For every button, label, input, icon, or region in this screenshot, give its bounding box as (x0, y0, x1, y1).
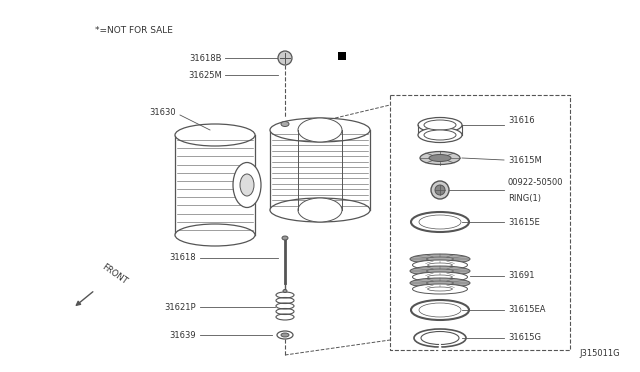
Ellipse shape (175, 124, 255, 146)
Ellipse shape (282, 236, 288, 240)
Ellipse shape (418, 128, 462, 142)
Ellipse shape (421, 331, 459, 344)
Ellipse shape (411, 300, 469, 320)
Circle shape (431, 181, 449, 199)
Text: 31615E: 31615E (508, 218, 540, 227)
Text: 31615M: 31615M (508, 155, 541, 164)
Ellipse shape (429, 154, 451, 161)
Text: 31618: 31618 (170, 253, 196, 263)
Ellipse shape (420, 151, 460, 164)
Text: 31615G: 31615G (508, 334, 541, 343)
Text: 31616: 31616 (508, 115, 534, 125)
Ellipse shape (426, 257, 454, 261)
Ellipse shape (426, 269, 454, 273)
Ellipse shape (428, 275, 452, 279)
Ellipse shape (283, 289, 287, 292)
Text: 31615EA: 31615EA (508, 305, 545, 314)
Text: J315011G: J315011G (579, 349, 620, 358)
Ellipse shape (298, 118, 342, 142)
Bar (338, 52, 346, 60)
Ellipse shape (424, 120, 456, 130)
Ellipse shape (277, 331, 293, 339)
Text: FRONT: FRONT (100, 262, 129, 286)
Circle shape (435, 185, 445, 195)
Ellipse shape (410, 266, 470, 276)
Ellipse shape (410, 278, 470, 288)
Text: RING(1): RING(1) (508, 194, 541, 203)
Ellipse shape (413, 260, 467, 270)
Ellipse shape (419, 215, 461, 229)
Ellipse shape (298, 198, 342, 222)
Text: 31618B: 31618B (189, 54, 222, 62)
Ellipse shape (428, 263, 452, 267)
Ellipse shape (270, 198, 370, 222)
Ellipse shape (410, 254, 470, 264)
Text: 31630: 31630 (149, 108, 176, 116)
Ellipse shape (426, 281, 454, 285)
Ellipse shape (428, 287, 452, 291)
Ellipse shape (424, 130, 456, 140)
Ellipse shape (411, 212, 469, 232)
Text: 31691: 31691 (508, 272, 534, 280)
Text: 31625M: 31625M (188, 71, 222, 80)
Text: 31639: 31639 (170, 330, 196, 340)
Ellipse shape (281, 122, 289, 126)
Circle shape (278, 51, 292, 65)
Ellipse shape (419, 303, 461, 317)
Wedge shape (436, 338, 444, 365)
Ellipse shape (413, 272, 467, 282)
Ellipse shape (418, 118, 462, 132)
Text: *=NOT FOR SALE: *=NOT FOR SALE (95, 26, 173, 35)
Ellipse shape (414, 329, 466, 347)
Text: 00922-50500: 00922-50500 (508, 178, 563, 187)
Ellipse shape (240, 174, 254, 196)
Ellipse shape (175, 224, 255, 246)
Ellipse shape (270, 118, 370, 142)
Ellipse shape (233, 163, 261, 208)
Ellipse shape (413, 284, 467, 294)
Ellipse shape (281, 333, 289, 337)
Text: 31621P: 31621P (164, 302, 196, 311)
